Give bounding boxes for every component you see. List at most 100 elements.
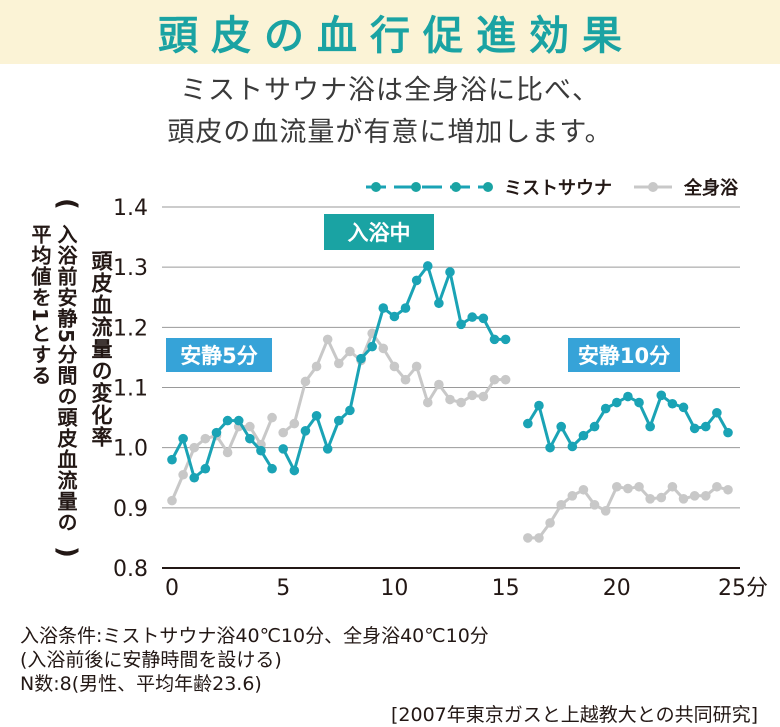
mist-sauna-point bbox=[478, 313, 489, 324]
whole-body-point bbox=[200, 433, 211, 444]
legend-mist-sauna-marker bbox=[371, 182, 381, 192]
y-label-note-line-2: 平均値を1とする bbox=[28, 224, 52, 386]
whole-body-point bbox=[300, 376, 311, 387]
whole-body-point bbox=[523, 533, 533, 543]
subtitle-line-2: 頭皮の血流量が有意に増加します。 bbox=[167, 117, 613, 148]
mist-sauna-point bbox=[256, 445, 266, 456]
mist-sauna-point bbox=[200, 463, 211, 474]
legend-whole-body-marker bbox=[648, 182, 658, 192]
mist-sauna-point bbox=[411, 275, 422, 286]
whole-body-point bbox=[612, 481, 622, 492]
phase-label-box bbox=[166, 338, 272, 372]
mist-sauna-point bbox=[378, 303, 389, 313]
legend-mist-sauna-marker bbox=[411, 182, 421, 192]
mist-sauna-line-segment bbox=[170, 419, 274, 480]
whole-body-point bbox=[345, 346, 355, 357]
whole-body-line-segment bbox=[170, 417, 274, 502]
mist-sauna-point bbox=[534, 400, 544, 411]
mist-sauna-point bbox=[700, 421, 711, 432]
whole-body-point bbox=[489, 374, 500, 385]
whole-body-point bbox=[400, 374, 411, 385]
whole-body-point bbox=[289, 418, 300, 429]
whole-body-point bbox=[389, 361, 400, 372]
legend-mist-sauna-marker bbox=[483, 182, 493, 192]
phase-label: 安静10分 bbox=[578, 344, 670, 368]
mist-sauna-point bbox=[178, 433, 188, 444]
whole-body-point bbox=[578, 484, 589, 495]
mist-sauna-point bbox=[445, 267, 455, 277]
mist-sauna-point bbox=[278, 444, 289, 454]
whole-body-point bbox=[278, 427, 289, 438]
whole-body-point bbox=[500, 374, 511, 385]
y-tick-label: 0.9 bbox=[113, 497, 148, 522]
whole-body-point bbox=[567, 491, 578, 501]
whole-body-point bbox=[645, 494, 655, 504]
x-tick-label: 25分 bbox=[718, 576, 768, 601]
y-tick-label: 1.4 bbox=[113, 196, 148, 221]
legend-mist-sauna-marker bbox=[451, 182, 461, 192]
whole-body-point bbox=[311, 361, 322, 372]
whole-body-point bbox=[378, 343, 389, 354]
mist-sauna-point bbox=[678, 402, 689, 413]
y-axis-title: 頭皮血流量の変化率 bbox=[89, 250, 113, 448]
mist-sauna-point bbox=[345, 405, 355, 416]
whole-body-point bbox=[689, 491, 700, 501]
mist-sauna-point bbox=[356, 353, 366, 364]
phase-label-box bbox=[568, 338, 680, 372]
mist-sauna-point bbox=[222, 415, 233, 426]
subtitle-line-1: ミストサウナ浴は全身浴に比べ、 bbox=[180, 75, 600, 106]
x-tick-label: 0 bbox=[165, 576, 179, 601]
mist-sauna-point bbox=[389, 311, 400, 322]
mist-sauna-point bbox=[367, 341, 377, 352]
y-label-note-line-1: 入浴前安静5分間の頭皮血流量の bbox=[54, 224, 78, 533]
mist-sauna-point bbox=[489, 334, 500, 345]
whole-body-point bbox=[600, 506, 611, 516]
mist-sauna-point bbox=[567, 441, 578, 452]
mist-sauna-point bbox=[334, 415, 344, 426]
whole-body-point bbox=[422, 397, 433, 408]
mist-sauna-point bbox=[667, 398, 678, 409]
whole-body-point bbox=[589, 500, 600, 510]
whole-body-point bbox=[623, 483, 633, 494]
whole-body-point bbox=[322, 334, 333, 345]
mist-sauna-point bbox=[600, 403, 611, 414]
y-label-paren-open: ( bbox=[52, 198, 82, 211]
whole-body-point bbox=[667, 481, 678, 492]
chart-title: 頭皮の血行促進効果 bbox=[158, 13, 635, 59]
y-label-paren-close: ) bbox=[52, 546, 82, 559]
mist-sauna-point bbox=[723, 427, 733, 438]
whole-body-point bbox=[456, 397, 466, 408]
mist-sauna-point bbox=[245, 433, 255, 444]
x-tick-label: 20 bbox=[603, 576, 631, 601]
source-note: [2007年東京ガスと上越教大との共同研究] bbox=[391, 704, 758, 726]
whole-body-point bbox=[445, 394, 455, 405]
whole-body-point bbox=[545, 518, 555, 528]
mist-sauna-point bbox=[300, 426, 311, 436]
whole-body-point bbox=[189, 442, 200, 453]
phase-label-box bbox=[324, 214, 434, 250]
mist-sauna-point bbox=[612, 397, 622, 408]
x-tick-label: 15 bbox=[492, 576, 520, 601]
y-tick-label: 1.3 bbox=[113, 256, 148, 281]
mist-sauna-point bbox=[400, 303, 411, 313]
whole-body-point bbox=[656, 492, 667, 503]
mist-sauna-point bbox=[322, 444, 333, 454]
mist-sauna-point bbox=[211, 427, 222, 438]
notes: 入浴条件:ミストサウナ浴40℃10分、全身浴40℃10分 (入浴前後に安静時間を… bbox=[20, 624, 489, 696]
mist-sauna-point bbox=[556, 421, 566, 432]
whole-body-point bbox=[434, 379, 444, 390]
legend-mist-sauna-label: ミストサウナ bbox=[504, 178, 612, 199]
mist-sauna-point bbox=[656, 390, 667, 401]
mist-sauna-point bbox=[467, 312, 478, 322]
whole-body-point bbox=[700, 491, 711, 501]
y-axis-label-group: ( 入浴前安静5分間の頭皮血流量の 平均値を1とする ) 頭皮血流量の変化率 bbox=[10, 198, 113, 578]
mist-sauna-point bbox=[500, 334, 511, 345]
whole-body-point bbox=[267, 412, 277, 423]
title-band: 頭皮の血行促進効果 bbox=[0, 0, 780, 64]
mist-sauna-point bbox=[623, 391, 633, 402]
mist-sauna-point bbox=[589, 421, 600, 432]
whole-body-point bbox=[411, 361, 422, 372]
mist-sauna-point bbox=[645, 421, 655, 432]
legend-whole-body-label: 全身浴 bbox=[683, 177, 739, 199]
